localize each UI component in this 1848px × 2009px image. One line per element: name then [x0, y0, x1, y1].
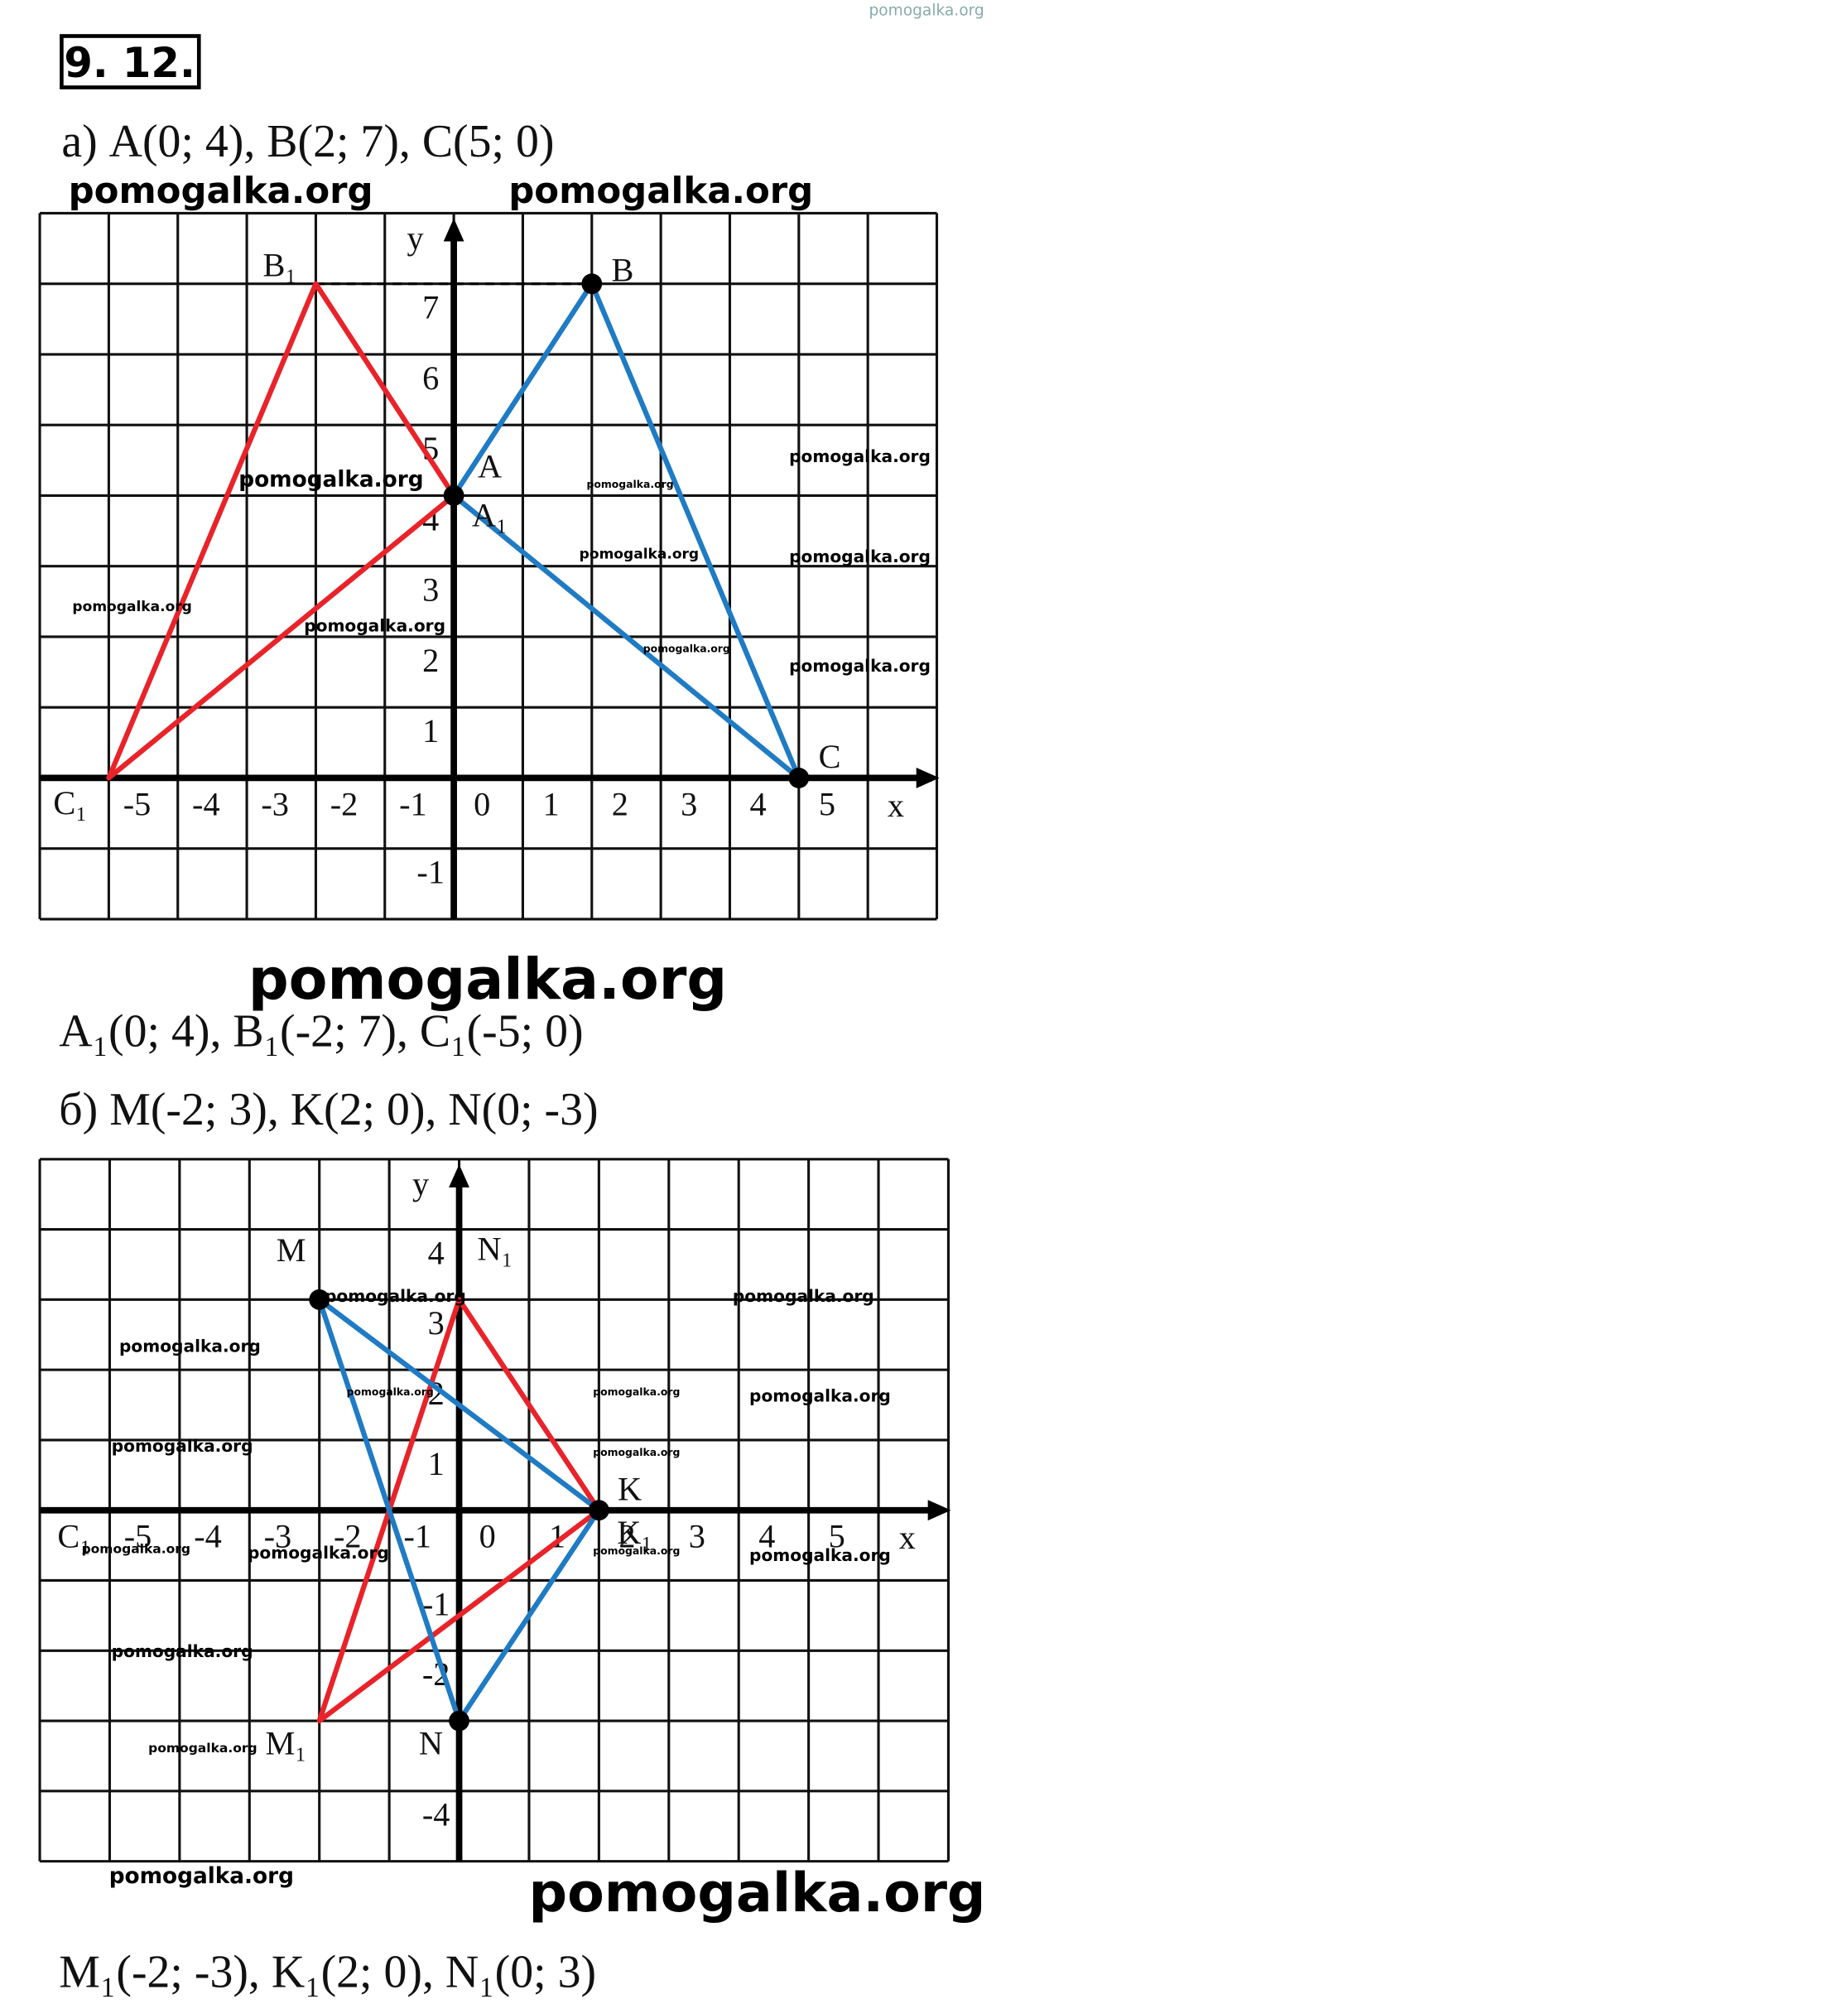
y-tick-label: -4: [422, 1796, 450, 1833]
watermark: pomogalka.org: [148, 1741, 257, 1756]
x-tick-label: 5: [829, 1518, 845, 1555]
watermark: pomogalka.org: [789, 656, 931, 676]
y-tick-label: 4: [428, 1234, 445, 1271]
x-tick-label: -5: [123, 785, 152, 822]
x-tick-label: 1: [542, 785, 559, 822]
watermark: pomogalka.org: [119, 1336, 261, 1356]
vertex-label: N: [419, 1724, 443, 1761]
answer: M₁(-2; -3), K₁(2; 0), N₁(0; 3): [59, 1947, 596, 1998]
x-tick-label: -1: [399, 785, 427, 822]
vertex-label: K: [618, 1470, 642, 1507]
vertex-label: N₁: [477, 1230, 513, 1267]
vertex-label: K₁: [617, 1514, 652, 1551]
x-tick-label: 0: [474, 785, 490, 822]
vertex-label: A₁: [472, 497, 508, 534]
x-tick-label: 5: [819, 785, 835, 822]
watermark: pomogalka.org: [112, 1436, 253, 1456]
watermark: pomogalka.org: [528, 1862, 985, 1925]
watermark: pomogalka.org: [109, 1864, 294, 1889]
watermark: pomogalka.org: [69, 171, 373, 212]
x-axis-label: x: [899, 1519, 916, 1556]
y-tick-label: 1: [428, 1445, 445, 1482]
watermark: pomogalka.org: [248, 947, 727, 1013]
x-tick-label: 2: [618, 1518, 635, 1555]
y-tick-label: 3: [422, 571, 439, 609]
triangle: [316, 1297, 602, 1724]
x-tick-label: -2: [334, 1518, 362, 1555]
problem-box: [60, 34, 201, 89]
x-tick-label: 4: [758, 1518, 775, 1555]
vertex-dot: [309, 1289, 330, 1310]
watermark: pomogalka.org: [789, 446, 931, 466]
watermark: pomogalka.org: [112, 1641, 253, 1661]
watermark: pomogalka.org: [347, 1385, 434, 1398]
x-tick-label: -3: [264, 1518, 292, 1555]
watermark: pomogalka.org: [789, 547, 931, 566]
watermark: pomogalka.org: [580, 546, 699, 562]
watermark: pomogalka.org: [593, 1544, 680, 1557]
y-tick-label: 7: [422, 289, 439, 326]
answer: A₁(0; 4), B₁(-2; 7), C₁(-5; 0): [59, 1005, 583, 1057]
watermark: pomogalka.org: [238, 468, 423, 493]
vertex-dot: [449, 1710, 469, 1732]
y-tick-label: 2: [422, 642, 439, 679]
watermark: pomogalka.org: [248, 1543, 389, 1563]
y-tick-label: 6: [422, 359, 439, 397]
y-tick-label: 3: [428, 1304, 445, 1342]
y-axis-label: y: [412, 1165, 429, 1202]
axis-label: C₁: [57, 1518, 91, 1555]
triangle: [106, 281, 457, 781]
vertex-label: M₁: [265, 1724, 306, 1761]
watermark: pomogalka.org: [643, 643, 730, 655]
x-tick-label: -5: [124, 1518, 152, 1555]
watermark: pomogalka.org: [82, 1542, 190, 1557]
x-tick-label: -1: [403, 1518, 431, 1555]
watermark: pomogalka.org: [749, 1545, 891, 1565]
vertex-label: C₁: [53, 784, 87, 821]
watermark: pomogalka.org: [593, 1385, 680, 1398]
x-tick-label: 3: [681, 785, 697, 822]
x-arrow: [927, 1500, 951, 1521]
vertex-label: B₁: [263, 246, 297, 283]
problem-number: 9. 12.: [64, 39, 195, 87]
triangle: [451, 281, 801, 781]
x-tick-label: -3: [261, 785, 289, 822]
y-tick-label: -1: [416, 854, 445, 891]
vertex-label: B: [612, 252, 634, 289]
x-axis-label: x: [888, 787, 904, 824]
x-tick-label: 0: [479, 1518, 496, 1555]
vertex-label: C: [819, 738, 841, 775]
x-arrow: [916, 768, 940, 788]
watermark: pomogalka.org: [508, 171, 813, 212]
x-tick-label: -2: [330, 785, 359, 822]
statement: б) M(-2; 3), K(2; 0), N(0; -3): [59, 1084, 598, 1135]
vertex-dot: [443, 485, 464, 506]
vertex-dot: [581, 273, 603, 295]
vertex-label: A: [478, 448, 502, 485]
vertex-dot: [588, 1500, 609, 1521]
watermark: pomogalka.org: [72, 599, 191, 615]
watermark: pomogalka.org: [749, 1386, 891, 1406]
y-arrow: [443, 218, 464, 242]
watermark: pomogalka.org: [593, 1446, 680, 1458]
watermark: pomogalka.org: [304, 616, 445, 636]
statement: а) A(0; 4), B(2; 7), C(5; 0): [61, 116, 554, 167]
watermark: pomogalka.org: [869, 2, 984, 20]
watermark: pomogalka.org: [587, 478, 674, 490]
x-tick-label: 4: [749, 785, 766, 822]
x-tick-label: -4: [194, 1518, 222, 1555]
y-tick-label: 1: [422, 712, 439, 749]
y-axis-label: y: [407, 219, 424, 257]
watermark: pomogalka.org: [733, 1286, 874, 1306]
y-arrow: [449, 1163, 469, 1188]
x-tick-label: 3: [689, 1518, 705, 1555]
x-tick-label: -4: [192, 785, 220, 822]
x-tick-label: 2: [612, 785, 628, 822]
watermark: pomogalka.org: [325, 1286, 466, 1306]
vertex-label: M: [277, 1231, 306, 1269]
vertex-dot: [788, 768, 810, 788]
